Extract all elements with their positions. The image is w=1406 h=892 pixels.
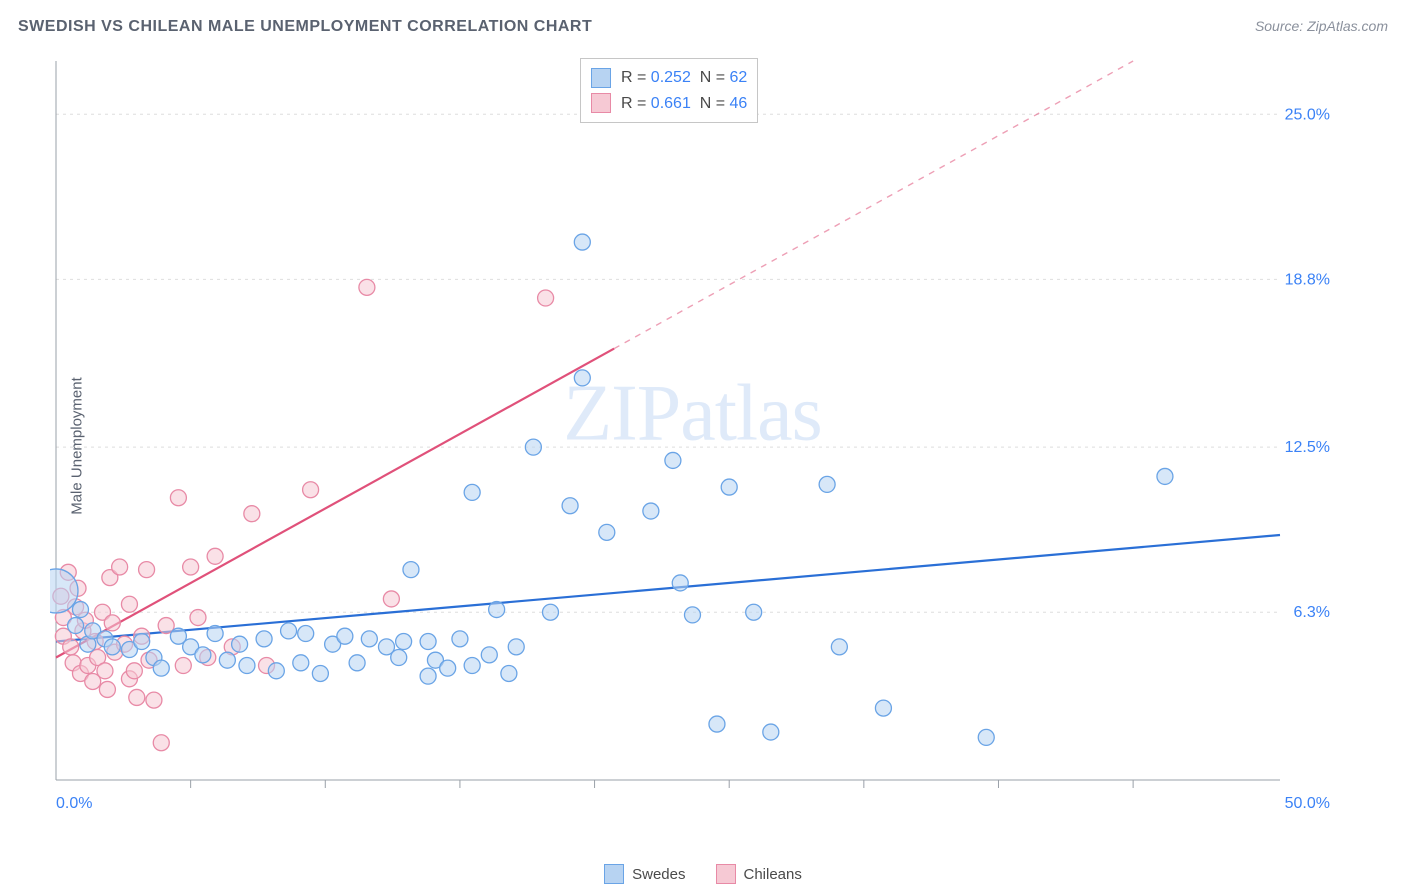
svg-text:0.0%: 0.0% <box>56 795 92 812</box>
swatch-blue <box>591 68 611 88</box>
svg-text:18.8%: 18.8% <box>1285 271 1330 288</box>
scatter-svg: 6.3% 12.5% 18.8% 25.0% 0.0% 50.0% <box>50 55 1335 835</box>
svg-text:12.5%: 12.5% <box>1285 439 1330 456</box>
chart-title: SWEDISH VS CHILEAN MALE UNEMPLOYMENT COR… <box>18 18 592 36</box>
legend-item-swedes: Swedes <box>604 864 685 884</box>
stats-legend: R = 0.252 N = 62 R = 0.661 N = 46 <box>580 58 758 123</box>
source-label: Source: ZipAtlas.com <box>1255 18 1388 34</box>
svg-text:50.0%: 50.0% <box>1285 795 1330 812</box>
svg-text:25.0%: 25.0% <box>1285 106 1330 123</box>
series-legend: Swedes Chileans <box>0 864 1406 884</box>
plot-area: 6.3%12.5%18.8%25.0%0.0%50.0% ZIPatlas <box>50 55 1335 835</box>
legend-item-chileans: Chileans <box>716 864 802 884</box>
legend-label-swedes: Swedes <box>632 866 685 883</box>
swatch-blue <box>604 864 624 884</box>
legend-label-chileans: Chileans <box>744 866 802 883</box>
svg-text:6.3%: 6.3% <box>1294 604 1330 621</box>
stats-row-chileans: R = 0.661 N = 46 <box>591 91 747 117</box>
swatch-pink <box>591 93 611 113</box>
stats-row-swedes: R = 0.252 N = 62 <box>591 65 747 91</box>
swatch-pink <box>716 864 736 884</box>
